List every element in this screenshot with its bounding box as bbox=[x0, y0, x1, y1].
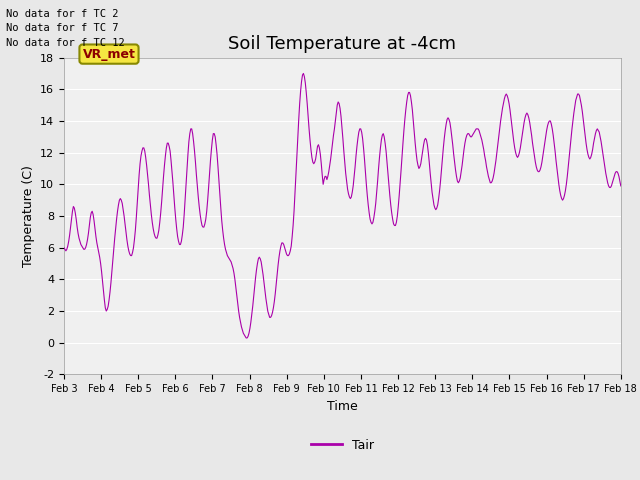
Y-axis label: Temperature (C): Temperature (C) bbox=[22, 165, 35, 267]
X-axis label: Time: Time bbox=[327, 400, 358, 413]
Title: Soil Temperature at -4cm: Soil Temperature at -4cm bbox=[228, 35, 456, 53]
Text: No data for f TC 12: No data for f TC 12 bbox=[6, 37, 125, 48]
Text: No data for f TC 7: No data for f TC 7 bbox=[6, 23, 119, 33]
Legend: Tair: Tair bbox=[306, 434, 379, 457]
Text: No data for f TC 2: No data for f TC 2 bbox=[6, 9, 119, 19]
Text: VR_met: VR_met bbox=[83, 48, 136, 60]
